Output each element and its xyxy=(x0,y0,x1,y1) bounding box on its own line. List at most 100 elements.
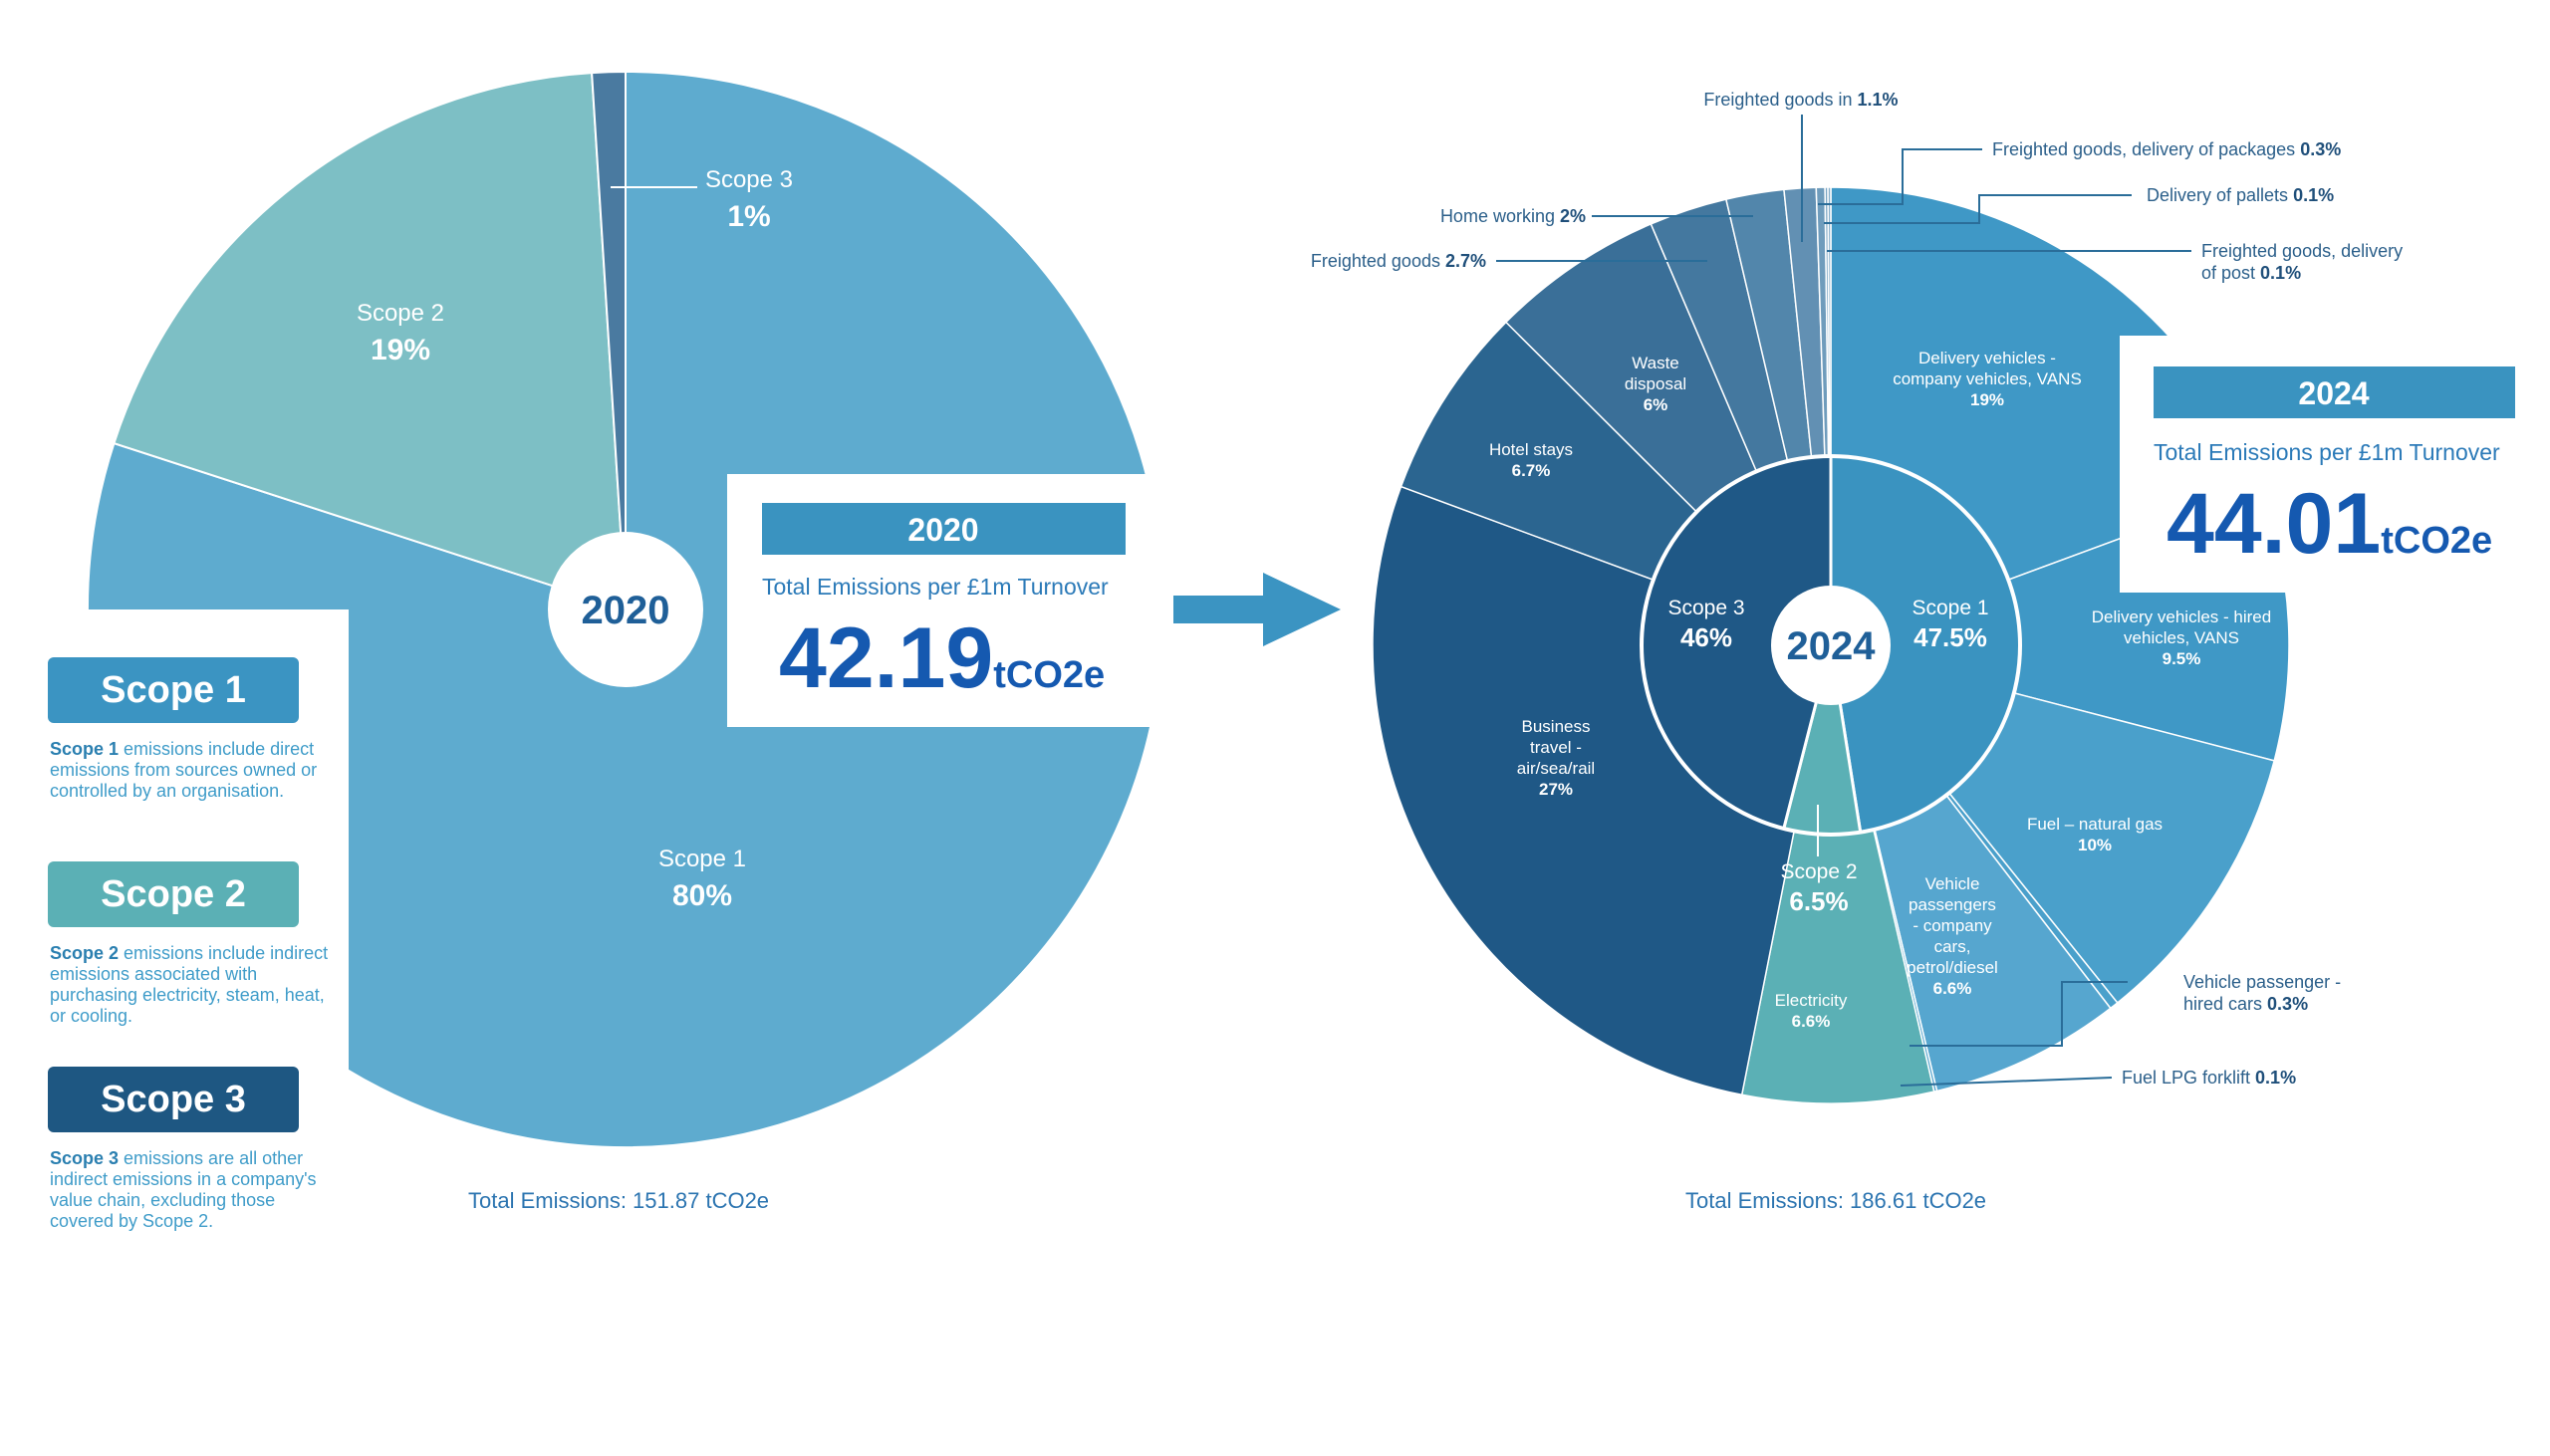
callout-post-line-2-text: of post xyxy=(2201,263,2260,283)
donut-center-year: 2024 xyxy=(1787,624,1877,668)
callout-freighted-goods-in-pct: 1.1% xyxy=(1858,90,1899,110)
intensity-number-2020: 42.19 xyxy=(779,610,993,706)
scope-2-card: Scope 2 Scope 2 emissions include indire… xyxy=(0,861,349,1027)
donut-outer-label-hotel-stays-line-1: Hotel stays xyxy=(1489,440,1573,459)
intensity-unit-2024: tCO2e xyxy=(2381,520,2492,562)
donut-outer-label-business-travel-air-sea-rail-line-2: travel - xyxy=(1530,738,1582,757)
donut-inner-value-scope-3: 46% xyxy=(1680,622,1732,652)
donut-outer-pct-delivery-vehicles-company-vehicles-vans: 19% xyxy=(1970,390,2004,409)
intensity-value-2020: 42.19tCO2e xyxy=(779,610,1105,706)
leader-lpg xyxy=(1900,1077,2113,1087)
scope-1-description: Scope 1 emissions include direct emissio… xyxy=(50,739,339,802)
callout-pallets-pct: 0.1% xyxy=(2293,185,2334,205)
total-emissions-2020: Total Emissions: 151.87 tCO2e xyxy=(468,1188,770,1213)
pie-label-scope-1: Scope 1 xyxy=(658,846,746,872)
donut-outer-label-delivery-vehicles-hired-vehicles-vans-line-2: vehicles, VANS xyxy=(2124,628,2239,647)
scope-3-card: Scope 3 Scope 3 emissions are all other … xyxy=(0,1067,349,1232)
callout-packages-text: Freighted goods, delivery of packages xyxy=(1992,139,2300,159)
leader-pallets xyxy=(1824,194,2132,224)
scope-2-description: Scope 2 emissions include indirect emiss… xyxy=(50,943,339,1027)
scope-3-description: Scope 3 emissions are all other indirect… xyxy=(50,1148,339,1232)
donut-outer-label-delivery-vehicles-company-vehicles-vans-line-1: Delivery vehicles - xyxy=(1918,349,2056,367)
leader-hired-cars xyxy=(1910,981,2128,1047)
intensity-value-2024: 44.01tCO2e xyxy=(2167,476,2492,572)
scope-2-text: emissions include indirect emissions ass… xyxy=(50,943,329,1026)
scope-3-lead: Scope 3 xyxy=(50,1148,120,1168)
callout-post-line-2: of post 0.1% xyxy=(2201,263,2301,283)
donut-outer-pct-business-travel-air-sea-rail: 27% xyxy=(1539,780,1573,799)
emissions-infographic: Scope 1 80% Scope 2 19% Scope 3 1% 2020 2020 Tot… xyxy=(87,70,2550,1148)
pie-slice-scope-2 xyxy=(113,72,628,611)
pie-label-scope-3: Scope 3 xyxy=(705,166,793,193)
donut-outer-label-delivery-vehicles-company-vehicles-vans-line-2: company vehicles, VANS xyxy=(1893,369,2082,388)
intensity-subtitle-2020: Total Emissions per £1m Turnover xyxy=(762,574,1109,600)
callout-lpg-pct: 0.1% xyxy=(2255,1068,2296,1088)
callout-pallets: Delivery of pallets 0.1% xyxy=(2147,185,2334,205)
callout-home-working: Home working 2% xyxy=(1440,206,1586,226)
pie-chart-2020: Scope 1 80% Scope 2 19% Scope 3 1% 2020 2020 Tot… xyxy=(87,70,1165,1148)
arrow-icon xyxy=(1173,573,1341,646)
scope-1-card: Scope 1 Scope 1 emissions include direct… xyxy=(0,657,349,802)
donut-outer-pct-vehicle-passengers-company-cars-petrol-diesel: 6.6% xyxy=(1933,979,1972,998)
callout-home-working-pct: 2% xyxy=(1560,206,1586,226)
scope-3-heading: Scope 3 xyxy=(48,1067,299,1132)
callout-post-line-1: Freighted goods, delivery xyxy=(2201,241,2403,261)
pie-value-scope-1: 80% xyxy=(672,879,732,912)
donut-inner-label-scope-3: Scope 3 xyxy=(1667,597,1744,619)
pie-center-circle xyxy=(548,532,703,687)
donut-outer-label-fuel-natural-gas-line-1: Fuel – natural gas xyxy=(2027,815,2163,834)
callout-freighted-goods-pct: 2.7% xyxy=(1445,251,1486,271)
callout-pallets-text: Delivery of pallets xyxy=(2147,185,2293,205)
donut-outer-label-business-travel-air-sea-rail-line-1: Business xyxy=(1522,717,1591,736)
donut-inner-label-scope-2: Scope 2 xyxy=(1780,860,1857,883)
pie-center-year: 2020 xyxy=(582,589,670,632)
donut-inner-value-scope-1: 47.5% xyxy=(1913,622,1987,652)
donut-outer-pct-delivery-vehicles-hired-vehicles-vans: 9.5% xyxy=(2163,649,2201,668)
donut-outer-label-vehicle-passengers-company-cars-petrol-diesel-line-3: - company xyxy=(1912,916,1992,935)
pie-value-scope-2: 19% xyxy=(371,334,430,366)
donut-outer-label-delivery-vehicles-hired-vehicles-vans-line-1: Delivery vehicles - hired xyxy=(2092,607,2271,626)
donut-chart-2024: 2024 Scope 1 47.5% Scope 2 6.5% Scope 3 46% Del… xyxy=(1311,90,2550,1104)
callout-freighted-goods: Freighted goods 2.7% xyxy=(1311,251,1486,271)
donut-outer-pct-hotel-stays: 6.7% xyxy=(1512,461,1551,480)
donut-outer-label-waste-disposal-line-2: disposal xyxy=(1625,374,1686,393)
scope-1-lead: Scope 1 xyxy=(50,739,120,759)
year-badge-2020 xyxy=(762,503,1126,555)
donut-inner-value-scope-2: 6.5% xyxy=(1789,886,1848,916)
scope-2-heading: Scope 2 xyxy=(48,861,299,927)
donut-outer-label-business-travel-air-sea-rail-line-3: air/sea/rail xyxy=(1517,759,1595,778)
callout-packages: Freighted goods, delivery of packages 0.… xyxy=(1992,139,2341,159)
donut-outer-pct-electricity: 6.6% xyxy=(1792,1012,1831,1031)
callout-freighted-goods-in-text: Freighted goods in xyxy=(1703,90,1857,110)
donut-center-circle xyxy=(1771,586,1891,705)
donut-inner-label-scope-1: Scope 1 xyxy=(1912,597,1988,619)
donut-outer-label-vehicle-passengers-company-cars-petrol-diesel-line-5: petrol/diesel xyxy=(1907,958,1998,977)
year-badge-2024 xyxy=(2154,366,2515,418)
pie-value-scope-3: 1% xyxy=(727,200,770,233)
scope-2-lead: Scope 2 xyxy=(50,943,120,963)
callout-lpg-text: Fuel LPG forklift xyxy=(2122,1068,2255,1088)
donut-outer-label-electricity-line-1: Electricity xyxy=(1775,991,1848,1010)
callout-hired-cars-line-1: Vehicle passenger - xyxy=(2183,972,2341,992)
pie-slice-scope-3 xyxy=(591,70,627,610)
total-emissions-2024: Total Emissions: 186.61 tCO2e xyxy=(1685,1188,1987,1213)
donut-ring-divider xyxy=(1640,454,2022,837)
intensity-unit-2020: tCO2e xyxy=(993,654,1105,696)
callout-freighted-goods-text: Freighted goods xyxy=(1311,251,1445,271)
scope-3-text: emissions are all other indirect emissio… xyxy=(50,1148,317,1231)
donut-outer-pct-fuel-natural-gas: 10% xyxy=(2078,836,2112,854)
callout-post-line-2-pct: 0.1% xyxy=(2260,263,2301,283)
callout-hired-cars-line-2-text: hired cars xyxy=(2183,994,2267,1014)
callout-packages-pct: 0.3% xyxy=(2300,139,2341,159)
scope-1-text: emissions include direct emissions from … xyxy=(50,739,318,801)
callout-hired-cars-line-2: hired cars 0.3% xyxy=(2183,994,2308,1014)
intensity-subtitle-2024: Total Emissions per £1m Turnover xyxy=(2154,439,2500,465)
donut-outer-label-vehicle-passengers-company-cars-petrol-diesel-line-2: passengers xyxy=(1909,895,1996,914)
donut-outer-pct-waste-disposal: 6% xyxy=(1644,395,1668,414)
callout-home-working-text: Home working xyxy=(1440,206,1560,226)
callout-lpg: Fuel LPG forklift 0.1% xyxy=(2122,1068,2296,1088)
leader-packages xyxy=(1818,148,1982,205)
callout-hired-cars-line-2-pct: 0.3% xyxy=(2267,994,2308,1014)
donut-outer-label-waste-disposal-line-1: Waste xyxy=(1632,354,1679,372)
intensity-number-2024: 44.01 xyxy=(2167,476,2381,572)
